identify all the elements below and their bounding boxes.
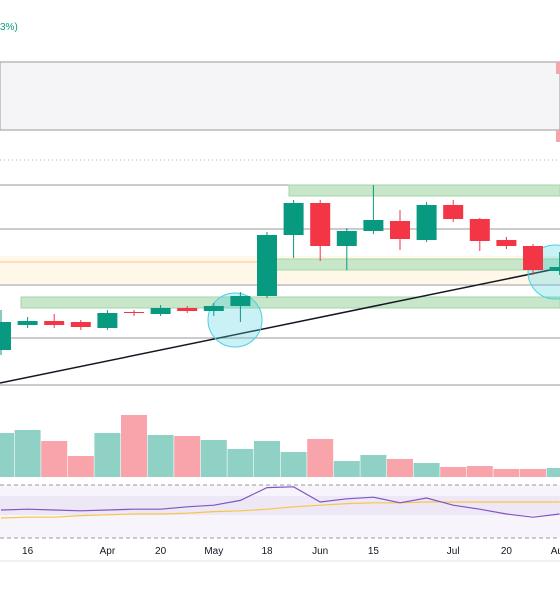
x-tick-label: Jun bbox=[312, 546, 328, 557]
volume-bar bbox=[280, 452, 307, 477]
candle-body bbox=[177, 308, 198, 311]
candle-body bbox=[336, 231, 357, 246]
candle-body bbox=[0, 322, 11, 350]
x-tick-label: 18 bbox=[261, 546, 273, 557]
volume-bar bbox=[121, 415, 147, 477]
volume-bar bbox=[413, 463, 440, 477]
volume-bar bbox=[360, 455, 387, 477]
annotations bbox=[0, 61, 560, 562]
x-tick-label: Aug bbox=[551, 546, 560, 557]
volume-bar bbox=[67, 456, 94, 477]
candle-body bbox=[416, 205, 437, 240]
rsi-band bbox=[0, 496, 560, 515]
rsi-ma-line bbox=[0, 501, 560, 519]
volume-bar bbox=[307, 439, 334, 477]
volume-bar bbox=[41, 441, 68, 477]
x-tick-label: 15 bbox=[368, 546, 380, 557]
zone bbox=[288, 184, 560, 197]
candle-body bbox=[44, 321, 65, 325]
x-tick-label: Jul bbox=[447, 546, 460, 557]
candle-body bbox=[150, 308, 171, 314]
volume-bar bbox=[254, 441, 280, 477]
candle-body bbox=[310, 203, 331, 246]
volume-bar bbox=[333, 461, 360, 477]
volume-bar bbox=[227, 449, 254, 477]
volume-bar bbox=[466, 466, 493, 477]
trend-line bbox=[0, 267, 560, 384]
candle-body bbox=[363, 220, 384, 231]
volume-bar bbox=[546, 468, 560, 477]
candle-body bbox=[496, 240, 517, 246]
candle-body bbox=[17, 321, 38, 325]
marker bbox=[556, 130, 560, 142]
x-tick-label: May bbox=[204, 546, 223, 557]
candle-body bbox=[390, 221, 410, 239]
candle-body bbox=[230, 296, 251, 306]
candle-body bbox=[469, 219, 490, 241]
range-box bbox=[0, 61, 560, 131]
candle-body bbox=[443, 205, 464, 219]
x-tick-label: 20 bbox=[501, 546, 513, 557]
volume-bar bbox=[520, 469, 546, 477]
candle-body bbox=[203, 306, 224, 311]
zone bbox=[271, 258, 560, 271]
volume-bar bbox=[493, 469, 520, 477]
x-tick-label: 16 bbox=[22, 546, 34, 557]
volume-bar bbox=[0, 433, 14, 477]
candle-body bbox=[549, 267, 560, 271]
volume-bar bbox=[14, 430, 41, 477]
volume-bar bbox=[200, 440, 227, 477]
candle-body bbox=[257, 235, 277, 296]
volume-bar bbox=[147, 435, 174, 477]
candle-body bbox=[70, 322, 91, 327]
candle-body bbox=[124, 312, 144, 313]
x-tick-label: 20 bbox=[155, 546, 167, 557]
candle-body bbox=[283, 203, 304, 235]
volume-bar bbox=[440, 467, 467, 477]
rsi-line bbox=[0, 486, 560, 518]
zone bbox=[20, 296, 560, 309]
volume-bar bbox=[94, 433, 121, 477]
header-fragment: 3%) bbox=[0, 22, 18, 33]
marker bbox=[556, 62, 560, 74]
volume-bar bbox=[174, 436, 201, 477]
volume-bar bbox=[387, 459, 413, 477]
candle-body bbox=[97, 313, 118, 328]
candle-body bbox=[523, 246, 543, 270]
x-tick-label: Apr bbox=[100, 546, 116, 557]
